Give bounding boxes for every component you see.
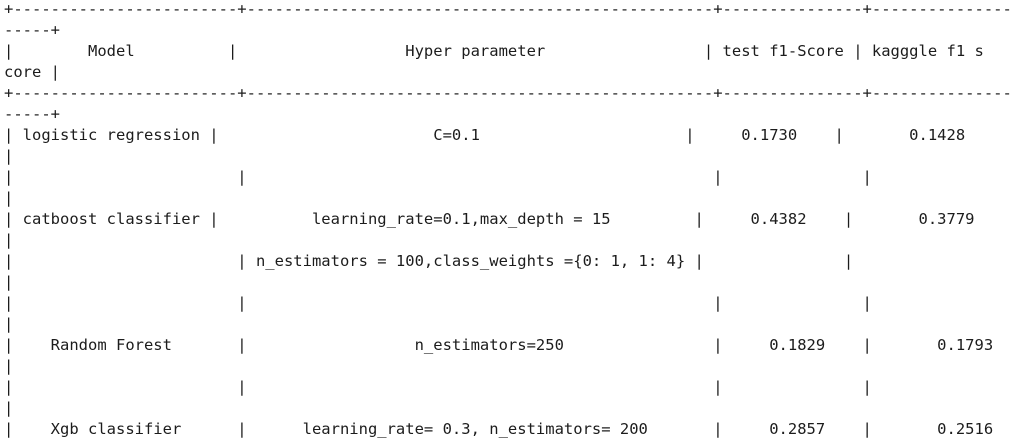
- table-header-line: | Model | Hyper parameter | test f1-Scor…: [4, 42, 984, 60]
- table-row-line: |: [4, 189, 14, 207]
- table-border-line: -----+: [4, 21, 60, 39]
- table-border-line: +------------------------+--------------…: [4, 0, 1013, 18]
- table-row-line: | | | |: [4, 294, 872, 312]
- table-row-line: | Xgb classifier | learning_rate= 0.3, n…: [4, 420, 994, 438]
- table-row-line: | | | |: [4, 378, 872, 396]
- table-row-line: | | n_estimators = 100,class_weights ={0…: [4, 252, 854, 270]
- table-row-line: | | | |: [4, 168, 872, 186]
- table-row-line: |: [4, 273, 14, 291]
- table-row-line: |: [4, 399, 14, 417]
- table-border-line: +------------------------+--------------…: [4, 84, 1013, 102]
- table-row-line: |: [4, 147, 14, 165]
- table-row-line: | catboost classifier | learning_rate=0.…: [4, 210, 975, 228]
- table-row-line: |: [4, 315, 14, 333]
- table-row-line: |: [4, 231, 14, 249]
- table-row-line: | logistic regression | C=0.1 | 0.1730 |…: [4, 126, 966, 144]
- table-row-line: | Random Forest | n_estimators=250 | 0.1…: [4, 336, 994, 354]
- table-row-line: |: [4, 357, 14, 375]
- table-border-line: -----+: [4, 105, 60, 123]
- table-header-line: core |: [4, 63, 60, 81]
